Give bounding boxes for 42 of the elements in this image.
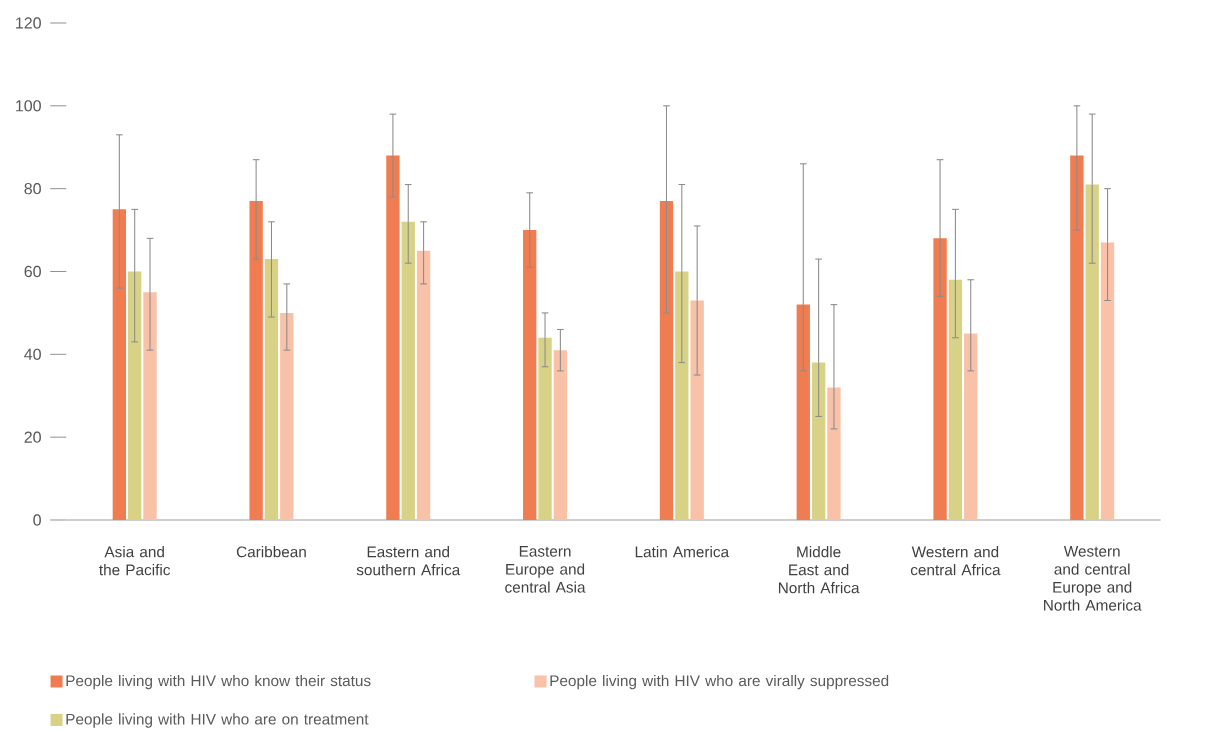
bar	[933, 238, 947, 520]
y-tick-label: 20	[24, 431, 41, 443]
y-tick-label: 80	[24, 183, 41, 195]
legend-label: People living with HIV who are on treatment	[66, 713, 369, 728]
bar	[249, 201, 263, 520]
bar	[523, 230, 537, 520]
bar	[796, 304, 810, 520]
legend-label: People living with HIV who know their status	[66, 674, 371, 690]
legend-label: People living with HIV who are virally suppressed	[550, 674, 889, 690]
bar	[659, 201, 674, 520]
y-tick-label: 60	[24, 265, 41, 278]
bar	[1100, 242, 1115, 520]
x-tick-label: Eastern Europe and central Asia	[505, 546, 586, 593]
bar	[690, 300, 704, 520]
bar	[143, 292, 157, 520]
x-tick-label: Eastern and southern Africa	[356, 546, 461, 576]
bar	[386, 155, 400, 520]
x-tick-label: Asia and the Pacific	[99, 546, 171, 576]
x-tick-label: Latin America	[635, 546, 730, 558]
bar	[1085, 184, 1099, 520]
y-tick-label: 40	[24, 348, 41, 360]
bar	[827, 387, 841, 520]
bar	[1070, 155, 1084, 520]
bar	[112, 209, 127, 520]
bar	[264, 259, 279, 520]
x-tick-label: Caribbean	[236, 546, 306, 558]
bar	[280, 312, 294, 520]
bar	[964, 333, 978, 520]
bar	[811, 362, 826, 520]
bar	[128, 271, 142, 520]
bar	[401, 221, 415, 520]
x-tick-label: Western and central Europe and North America	[1044, 546, 1142, 611]
y-tick-label: 120	[16, 17, 41, 29]
bar	[948, 279, 963, 520]
bar	[538, 337, 552, 520]
x-tick-label: Middle East and North Africa	[778, 546, 860, 594]
bar	[416, 250, 431, 520]
bar	[675, 271, 689, 520]
y-tick-label: 0	[33, 514, 41, 526]
x-tick-label: Western and central Africa	[910, 546, 1001, 576]
y-tick-label: 100	[16, 100, 41, 112]
bar	[553, 350, 568, 520]
